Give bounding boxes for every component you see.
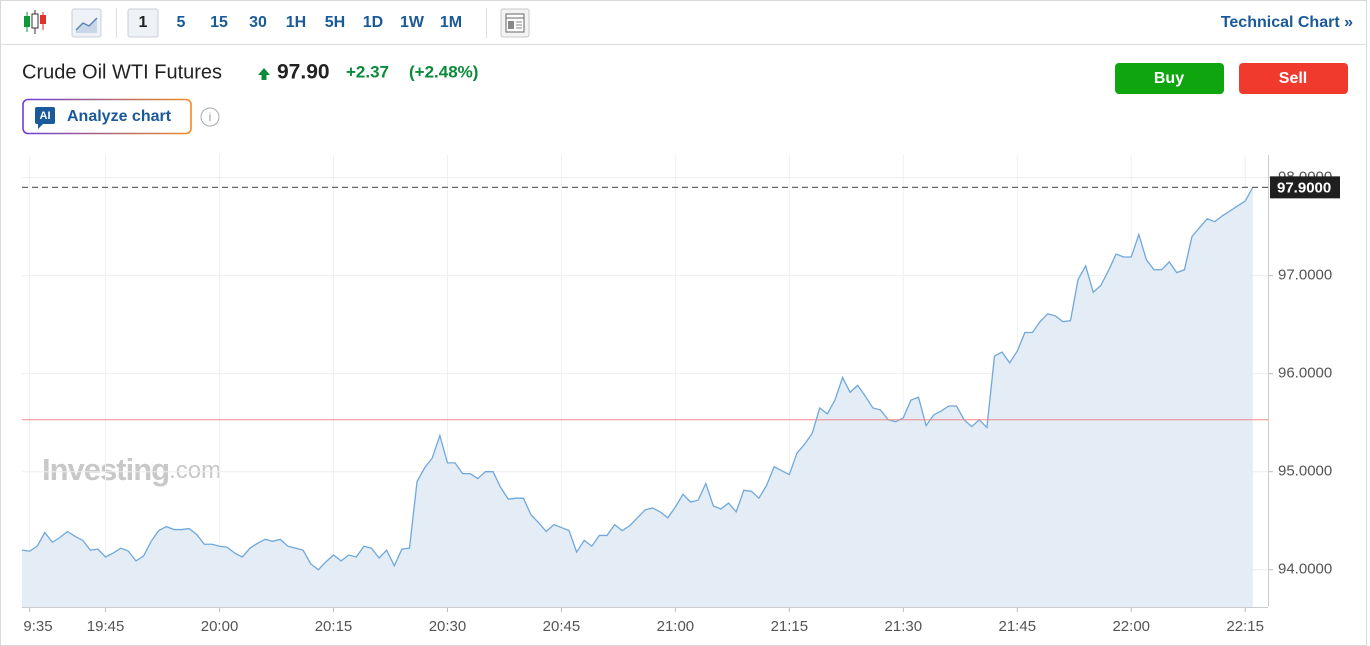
price-change-pct: (+2.48%) bbox=[409, 62, 478, 81]
x-tick-label: 20:15 bbox=[315, 618, 353, 635]
active-interval-bg[interactable] bbox=[127, 8, 159, 38]
interval-button[interactable]: 1D bbox=[363, 14, 383, 31]
plot-area: Investing.com 9:35 19:45 20:00 20:15 20:30 20:… bbox=[21, 155, 1340, 635]
instrument-name: Crude Oil WTI Futures bbox=[22, 61, 222, 83]
ai-badge[interactable]: AI bbox=[40, 110, 51, 122]
x-tick-label: 9:35 bbox=[23, 618, 52, 635]
area-fill bbox=[22, 187, 1253, 608]
info-icon[interactable]: i bbox=[200, 107, 220, 127]
interval-button[interactable]: 1 bbox=[139, 14, 148, 31]
x-tick-label: 20:30 bbox=[429, 618, 467, 635]
y-tick-label: 97.0000 bbox=[1278, 267, 1332, 284]
candlestick-icon[interactable] bbox=[24, 10, 46, 34]
x-tick-label: 21:15 bbox=[771, 618, 809, 635]
interval-button[interactable]: 1M bbox=[440, 14, 462, 31]
interval-button[interactable]: 5 bbox=[177, 14, 186, 31]
up-arrow bbox=[258, 68, 270, 80]
interval-button[interactable]: 1H bbox=[286, 14, 306, 31]
y-tick-label: 96.0000 bbox=[1278, 365, 1332, 382]
analyze-label[interactable]: Analyze chart bbox=[67, 108, 172, 125]
x-tick-label: 22:00 bbox=[1112, 618, 1150, 635]
buy-button[interactable]: Buy bbox=[1115, 63, 1224, 94]
technical-chart-link[interactable]: Technical Chart » bbox=[1221, 14, 1353, 31]
x-tick-label: 20:45 bbox=[543, 618, 581, 635]
info-glyph[interactable]: i bbox=[209, 110, 212, 124]
y-tick-label: 94.0000 bbox=[1278, 561, 1332, 578]
x-tick-label: 19:45 bbox=[87, 618, 125, 635]
line-chart-icon[interactable] bbox=[71, 8, 102, 38]
last-price-badge bbox=[1270, 176, 1340, 199]
watermark-suffix: .com bbox=[169, 457, 221, 484]
x-tick-label: 20:00 bbox=[201, 618, 239, 635]
interval-button[interactable]: 30 bbox=[249, 14, 267, 31]
news-icon[interactable] bbox=[500, 8, 530, 38]
x-tick-label: 21:30 bbox=[885, 618, 923, 635]
y-tick-label: 95.0000 bbox=[1278, 463, 1332, 480]
interval-button[interactable]: 5H bbox=[325, 14, 345, 31]
interval-button[interactable]: 15 bbox=[210, 14, 228, 31]
sell-label[interactable]: Sell bbox=[1279, 70, 1307, 87]
buy-label[interactable]: Buy bbox=[1154, 70, 1184, 87]
watermark: Investing.com bbox=[42, 452, 221, 487]
interval-button[interactable]: 1W bbox=[400, 14, 425, 31]
x-tick-label: 22:15 bbox=[1226, 618, 1264, 635]
x-tick-label: 21:45 bbox=[999, 618, 1037, 635]
price-line bbox=[21, 187, 1254, 571]
interval-group: 1 5 15 30 1H 5H 1D 1W 1M bbox=[127, 8, 462, 38]
last-price-label: 97.9000 bbox=[1277, 179, 1331, 196]
last-price: 97.90 bbox=[277, 61, 330, 84]
price-change: +2.37 bbox=[346, 62, 389, 81]
sell-button[interactable]: Sell bbox=[1239, 63, 1348, 94]
x-tick-label: 21:00 bbox=[657, 618, 695, 635]
analyze-button[interactable]: AI Analyze chart bbox=[22, 98, 192, 135]
